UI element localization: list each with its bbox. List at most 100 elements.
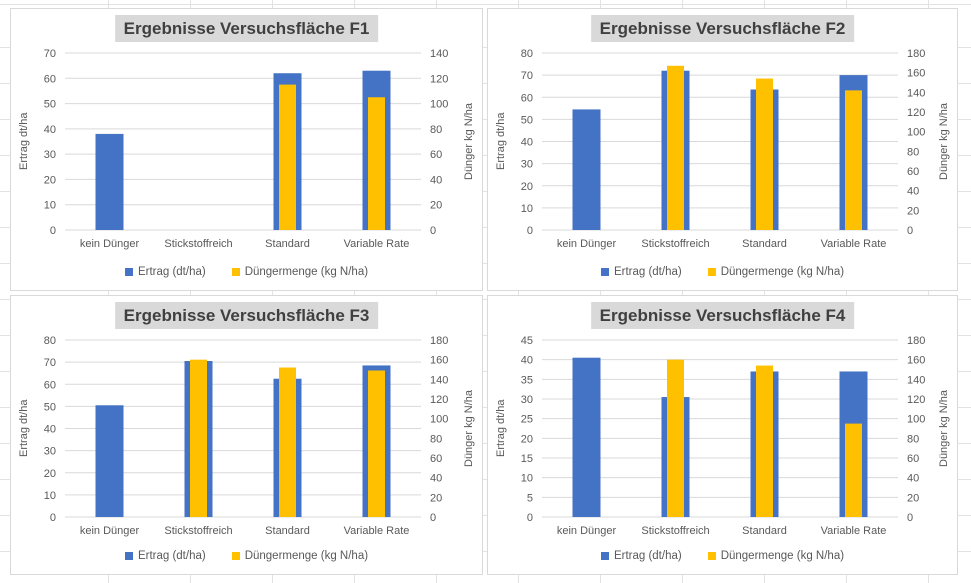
chart-f1[interactable]: 0 10 20 30 40 50 60 70 0 20 40 60 80 100 120 140 kein Dü…	[10, 8, 483, 291]
bar-duenger[interactable]	[279, 84, 296, 230]
right-axis-tick-label: 60	[907, 166, 919, 178]
ertrag-swatch-icon	[124, 268, 133, 276]
left-axis-title: Ertrag dt/ha	[495, 399, 507, 458]
chart-f4[interactable]: 0 5 10 15 20 25 30 35 40 45 0 20 40 60 80 100 120 140 160 1…	[487, 295, 958, 575]
legend-item-duenger[interactable]: Düngermenge (kg N/ha)	[231, 550, 368, 562]
left-axis-tick-label: 30	[521, 394, 533, 406]
right-axis-tick-label: 80	[907, 433, 919, 445]
right-axis-tick-label: 80	[907, 146, 919, 158]
bar-ertrag[interactable]	[95, 405, 124, 517]
category-label: kein Dünger	[557, 525, 617, 537]
category-label: Standard	[265, 525, 310, 537]
right-axis-title: Dünger kg N/ha	[938, 102, 950, 181]
chart-f2[interactable]: 0 10 20 30 40 50 60 70 80 0 20 40 60 80 100 120 140 160 18…	[487, 8, 958, 291]
duenger-swatch-icon	[707, 552, 716, 560]
left-axis-tick-label: 80	[521, 48, 533, 60]
right-axis-title: Dünger kg N/ha	[938, 389, 950, 468]
left-axis-tick-label: 70	[44, 48, 56, 60]
bar-ertrag[interactable]	[95, 133, 124, 230]
category-label: Stickstoffreich	[641, 525, 709, 537]
duenger-swatch-icon	[231, 552, 240, 560]
chart-f3[interactable]: 0 10 20 30 40 50 60 70 80 0 20 40 60 80 100 120 140 160 18…	[10, 295, 483, 575]
left-axis-tick-label: 45	[521, 335, 533, 347]
left-axis-tick-label: 0	[50, 225, 56, 237]
category-label: kein Dünger	[80, 238, 140, 250]
right-axis-tick-label: 100	[907, 414, 925, 426]
legend-label-ertrag: Ertrag (dt/ha)	[613, 266, 682, 278]
legend-item-duenger[interactable]: Düngermenge (kg N/ha)	[707, 550, 845, 562]
bar-duenger[interactable]	[368, 97, 385, 230]
bar-ertrag[interactable]	[572, 357, 601, 517]
left-axis-tick-label: 70	[44, 357, 56, 369]
left-axis-tick-label: 20	[521, 181, 533, 193]
left-axis-tick-label: 20	[44, 174, 56, 186]
left-axis-tick-label: 10	[44, 200, 56, 212]
right-axis-title: Dünger kg N/ha	[463, 389, 475, 468]
right-axis-tick-label: 120	[430, 73, 448, 85]
right-axis-tick-label: 100	[430, 99, 448, 111]
legend: Ertrag (dt/ha) Düngermenge (kg N/ha)	[11, 550, 482, 562]
left-axis-tick-label: 0	[50, 512, 56, 524]
bar-duenger[interactable]	[756, 365, 773, 517]
right-axis-tick-label: 140	[430, 374, 448, 386]
bar-duenger[interactable]	[667, 65, 684, 231]
left-axis-tick-label: 0	[527, 512, 533, 524]
bar-duenger[interactable]	[756, 78, 773, 230]
ertrag-swatch-icon	[600, 552, 609, 560]
bar-duenger[interactable]	[368, 370, 385, 517]
right-axis-tick-label: 0	[430, 225, 436, 237]
bar-ertrag[interactable]	[572, 109, 601, 230]
bar-duenger[interactable]	[190, 359, 207, 517]
right-axis-tick-label: 40	[430, 174, 442, 186]
plot-area: 0 10 20 30 40 50 60 70 0 20 40 60 80 100 120 140 kein Dü…	[44, 48, 449, 250]
left-axis-title: Ertrag dt/ha	[18, 399, 30, 458]
left-axis-tick-label: 10	[521, 473, 533, 485]
category-label: kein Dünger	[80, 525, 140, 537]
legend: Ertrag (dt/ha) Düngermenge (kg N/ha)	[488, 550, 957, 562]
right-axis-tick-label: 140	[907, 87, 925, 99]
left-axis-tick-label: 15	[521, 453, 533, 465]
left-axis-tick-label: 35	[521, 374, 533, 386]
category-label: Variable Rate	[344, 238, 410, 250]
legend-item-ertrag[interactable]: Ertrag (dt/ha)	[124, 550, 206, 562]
plot-area: 0 10 20 30 40 50 60 70 80 0 20 40 60 80 100 120 140 160 18…	[521, 48, 926, 250]
ertrag-swatch-icon	[600, 268, 609, 276]
right-axis-tick-label: 100	[907, 127, 925, 139]
legend: Ertrag (dt/ha) Düngermenge (kg N/ha)	[488, 266, 957, 278]
bar-duenger[interactable]	[667, 359, 684, 517]
legend-item-ertrag[interactable]: Ertrag (dt/ha)	[124, 266, 206, 278]
duenger-swatch-icon	[707, 268, 716, 276]
right-axis-tick-label: 140	[430, 48, 448, 60]
right-axis-tick-label: 0	[907, 225, 913, 237]
left-axis-title: Ertrag dt/ha	[18, 112, 30, 171]
left-axis-tick-label: 20	[521, 433, 533, 445]
right-axis-tick-label: 20	[907, 492, 919, 504]
legend-item-duenger[interactable]: Düngermenge (kg N/ha)	[231, 266, 368, 278]
right-axis-tick-label: 20	[430, 492, 442, 504]
category-label: Standard	[742, 238, 787, 250]
chart-title: Ergebnisse Versuchsfläche F3	[114, 302, 379, 330]
category-label: Standard	[265, 238, 310, 250]
bar-duenger[interactable]	[279, 367, 296, 517]
legend-item-ertrag[interactable]: Ertrag (dt/ha)	[600, 550, 682, 562]
bar-duenger[interactable]	[845, 423, 862, 517]
left-axis-tick-label: 30	[44, 446, 56, 458]
category-label: Stickstoffreich	[164, 525, 232, 537]
legend-item-ertrag[interactable]: Ertrag (dt/ha)	[600, 266, 682, 278]
chart-title: Ergebnisse Versuchsfläche F4	[590, 302, 855, 330]
left-axis-tick-label: 10	[521, 203, 533, 215]
left-axis-tick-label: 80	[44, 335, 56, 347]
left-axis-tick-label: 30	[521, 159, 533, 171]
legend-item-duenger[interactable]: Düngermenge (kg N/ha)	[707, 266, 844, 278]
left-axis-tick-label: 25	[521, 414, 533, 426]
right-axis-tick-label: 120	[907, 107, 925, 119]
bar-duenger[interactable]	[845, 90, 862, 230]
legend-label-duenger: Düngermenge (kg N/ha)	[720, 550, 845, 562]
right-axis-tick-label: 140	[907, 374, 925, 386]
right-axis-tick-label: 60	[907, 453, 919, 465]
left-axis-tick-label: 40	[521, 137, 533, 149]
right-axis-tick-label: 160	[907, 68, 925, 80]
left-axis-tick-label: 50	[521, 114, 533, 126]
left-axis-tick-label: 40	[521, 355, 533, 367]
